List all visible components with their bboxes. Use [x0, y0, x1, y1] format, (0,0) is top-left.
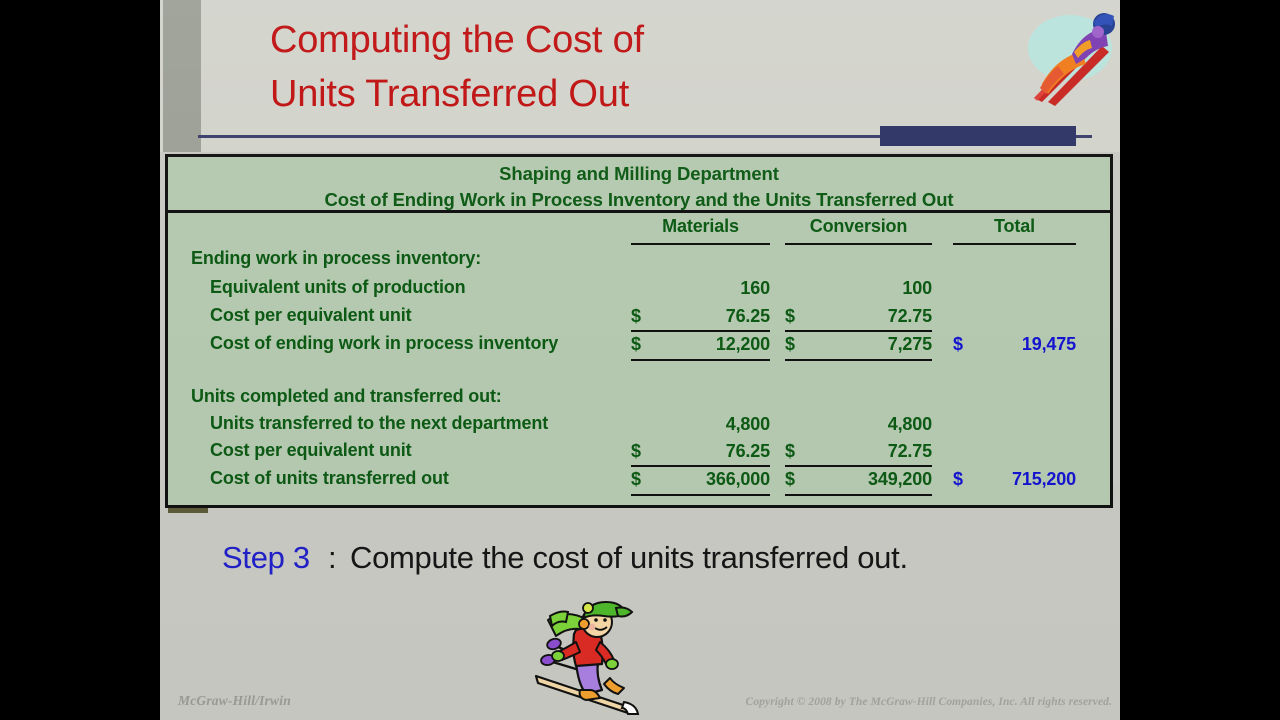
subtotal-rule-conversion	[785, 330, 932, 332]
page-title-line-1: Computing the Cost of	[270, 19, 644, 61]
row-label: Cost per equivalent unit	[210, 305, 412, 325]
value-materials: 76.25	[725, 306, 770, 326]
value-materials: 366,000	[705, 469, 770, 489]
value-conversion: 72.75	[887, 441, 932, 461]
page-title-line-2: Units Transferred Out	[270, 72, 630, 115]
table-row: Cost per equivalent unit $ 76.25 $ 72.75	[168, 304, 1110, 332]
table-shadow-decoration	[168, 506, 208, 513]
subtotal-rule-materials	[631, 330, 770, 332]
value-conversion: 349,200	[867, 469, 932, 489]
value-conversion: 7,275	[887, 334, 932, 354]
closing-rule-conversion	[785, 494, 932, 496]
section-heading-row: Ending work in process inventory:	[168, 247, 1110, 275]
table-row: Units transferred to the next department…	[168, 412, 1110, 440]
cartoon-child-skier-icon	[534, 601, 640, 715]
currency-symbol-materials: $	[631, 441, 641, 461]
column-header-materials: Materials	[662, 216, 739, 236]
section-heading-label: Units completed and transferred out:	[191, 386, 502, 406]
row-label: Units transferred to the next department	[210, 413, 549, 433]
currency-symbol-materials: $	[631, 306, 641, 326]
currency-symbol-materials: $	[631, 334, 641, 354]
step-instruction: Step 3 : Compute the cost of units trans…	[160, 540, 1120, 590]
step-description: Compute the cost of units transferred ou…	[350, 540, 908, 575]
page-title: Computing the Cost of Units Transferred …	[270, 14, 970, 122]
column-header-conversion: Conversion	[809, 216, 908, 236]
row-label: Cost per equivalent unit	[210, 440, 412, 460]
currency-symbol-conversion: $	[785, 469, 795, 489]
downhill-skier-icon	[1028, 13, 1115, 106]
table-title-subtitle: Cost of Ending Work in Process Inventory…	[324, 189, 954, 211]
presentation-slide: Computing the Cost of Units Transferred …	[160, 0, 1120, 720]
cost-summary-table: Shaping and Milling Department Cost of E…	[165, 154, 1113, 508]
value-total: 19,475	[1021, 334, 1076, 354]
header-underline-conversion	[785, 243, 932, 245]
table-body: Materials Conversion Total Ending work i…	[168, 213, 1110, 505]
value-total: 715,200	[1011, 469, 1076, 489]
closing-rule-materials	[631, 359, 770, 361]
closing-rule-conversion	[785, 359, 932, 361]
title-accent-box	[880, 126, 1076, 146]
table-column-header-row: Materials Conversion Total	[168, 215, 1110, 243]
table-title-zone: Shaping and Milling Department Cost of E…	[168, 157, 1110, 213]
header-underline-total	[953, 243, 1076, 245]
table-row: Cost per equivalent unit $ 76.25 $ 72.75	[168, 439, 1110, 467]
currency-symbol-conversion: $	[785, 441, 795, 461]
table-title-department: Shaping and Milling Department	[499, 163, 779, 184]
table-row: Equivalent units of production 160 100	[168, 276, 1110, 304]
value-materials: 160	[740, 278, 770, 298]
row-label: Equivalent units of production	[210, 277, 466, 297]
title-left-band-decoration	[163, 0, 201, 152]
slide-title-block: Computing the Cost of Units Transferred …	[160, 0, 1120, 152]
subtotal-rule-conversion	[785, 465, 932, 467]
column-header-total: Total	[994, 216, 1035, 236]
currency-symbol-conversion: $	[785, 334, 795, 354]
value-conversion: 72.75	[887, 306, 932, 326]
value-conversion: 100	[902, 278, 932, 298]
table-row: Cost of units transferred out $ 366,000 …	[168, 467, 1110, 495]
currency-symbol-materials: $	[631, 469, 641, 489]
currency-symbol-total: $	[953, 334, 963, 354]
footer-copyright: Copyright © 2008 by The McGraw-Hill Comp…	[745, 696, 1112, 708]
section-heading-row: Units completed and transferred out:	[168, 385, 1110, 413]
value-materials: 4,800	[725, 414, 770, 434]
value-materials: 76.25	[725, 441, 770, 461]
currency-symbol-total: $	[953, 469, 963, 489]
footer-publisher: McGraw-Hill/Irwin	[178, 693, 291, 708]
header-underline-materials	[631, 243, 770, 245]
section-heading-label: Ending work in process inventory:	[191, 248, 482, 268]
row-label: Cost of ending work in process inventory	[210, 333, 559, 353]
table-row: Cost of ending work in process inventory…	[168, 332, 1110, 360]
value-conversion: 4,800	[887, 414, 932, 434]
title-divider-rule	[198, 135, 1092, 138]
step-number-label: Step 3	[222, 540, 310, 575]
value-materials: 12,200	[715, 334, 770, 354]
subtotal-rule-materials	[631, 465, 770, 467]
closing-rule-materials	[631, 494, 770, 496]
currency-symbol-conversion: $	[785, 306, 795, 326]
row-label: Cost of units transferred out	[210, 468, 449, 488]
step-colon: :	[328, 540, 337, 575]
